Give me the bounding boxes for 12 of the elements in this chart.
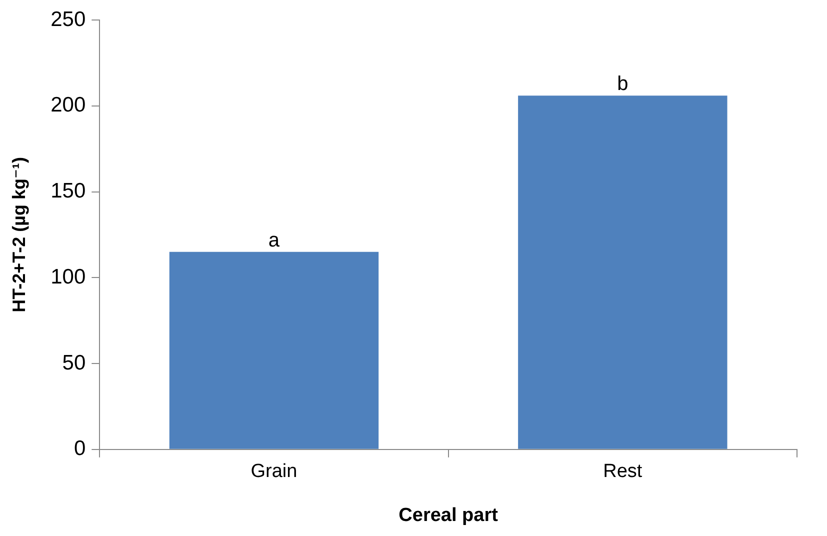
y-axis-title: HT-2+T-2 (µg kg⁻¹) xyxy=(8,157,29,312)
y-tick-label: 0 xyxy=(74,437,86,460)
y-tick-label: 50 xyxy=(62,351,86,374)
x-axis-title: Cereal part xyxy=(398,504,499,526)
x-tick-label: Grain xyxy=(250,461,298,482)
annotation: a xyxy=(268,229,280,252)
y-tick-label: 150 xyxy=(50,180,86,203)
y-tick-label: 200 xyxy=(50,94,86,117)
annotation: b xyxy=(617,73,628,96)
y-tick-label: 250 xyxy=(50,8,86,31)
x-tick-label: Rest xyxy=(603,461,643,482)
y-tick-label: 100 xyxy=(50,265,86,288)
